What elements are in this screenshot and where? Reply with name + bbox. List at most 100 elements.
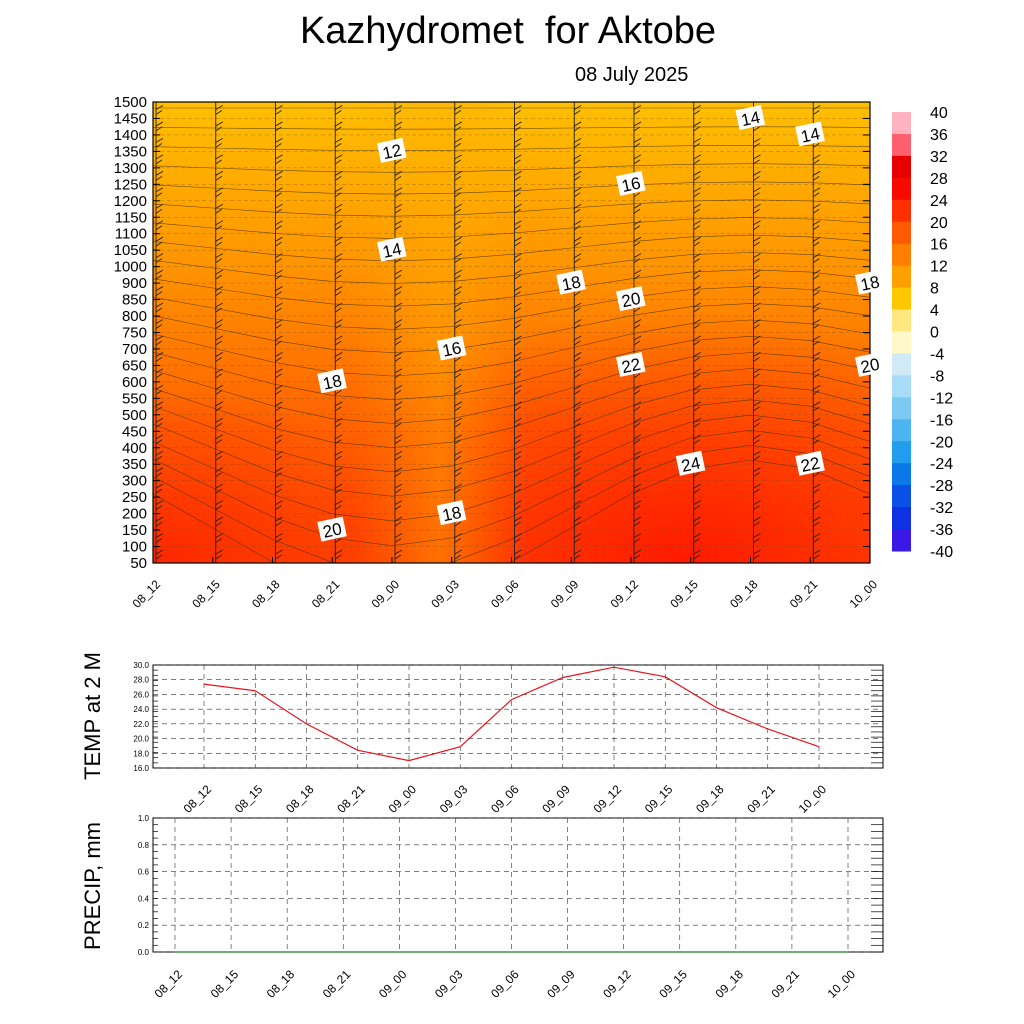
wind-barb-flag — [454, 241, 461, 247]
wind-barb-flag — [514, 241, 521, 247]
wind-barb-flag — [155, 488, 163, 494]
contour-label: 22 — [795, 450, 825, 476]
wind-barb-flag — [693, 417, 701, 423]
y-tick-label: 850 — [122, 292, 147, 309]
wind-barb-flag — [335, 488, 342, 494]
colorbar-segment — [892, 331, 911, 354]
contour-label-bg — [436, 335, 467, 361]
x-tick-label: 09_09 — [544, 967, 578, 1001]
wind-barb-flag — [335, 105, 343, 110]
wind-barb-flag — [215, 483, 223, 489]
x-tick-label: 09_21 — [769, 967, 803, 1001]
wind-barb-flag — [813, 203, 821, 209]
wind-barb-flag — [574, 203, 582, 209]
wind-barb-flag — [514, 274, 521, 280]
wind-barb-flag — [574, 110, 581, 115]
wind-barb-flag — [813, 434, 821, 440]
wind-barb-flag — [873, 336, 880, 340]
x-tick-label: 08_12 — [130, 577, 164, 611]
x-tick-label: 09_12 — [608, 577, 642, 611]
wind-barb-flag — [693, 516, 701, 522]
wind-barb-flag — [633, 236, 642, 242]
wind-barb-flag — [335, 324, 342, 329]
colorbar-label: 4 — [930, 303, 939, 320]
contour-label-bg — [317, 368, 347, 394]
wind-barb-flag — [454, 291, 461, 296]
wind-barb-flag — [454, 467, 462, 473]
x-tick-label: 09_21 — [787, 577, 821, 611]
wind-barb-flag — [873, 451, 880, 455]
wind-barb-flag — [275, 340, 282, 346]
wind-barb-flag — [873, 127, 879, 131]
contour-line — [153, 269, 870, 307]
wind-barb-flag — [275, 241, 282, 247]
wind-barb-flag — [155, 500, 164, 505]
contour-label-bg — [854, 269, 885, 295]
wind-barb-flag — [215, 488, 222, 494]
wind-barb-flag — [394, 307, 402, 313]
wind-barb-flag — [155, 319, 164, 324]
contour-label-text: 18 — [441, 503, 463, 526]
wind-barb-flag — [454, 225, 461, 231]
wind-barb-flag — [753, 401, 761, 407]
x-tick-label: 10_00 — [796, 782, 830, 816]
x-tick-label: 08_15 — [232, 782, 266, 816]
wind-barb-flag — [873, 110, 879, 114]
wind-barb-flag — [275, 302, 283, 308]
wind-barb-flag — [335, 549, 343, 555]
wind-barb-flag — [693, 302, 701, 308]
wind-barb-flag — [155, 110, 163, 115]
wind-barb-flag — [514, 319, 522, 324]
y-axis-label: TEMP at 2 M — [80, 652, 105, 780]
wind-barb-flag — [514, 554, 521, 560]
y-tick-label: 0.8 — [138, 841, 150, 850]
wind-barb-flag — [215, 269, 223, 275]
wind-barb-flag — [514, 434, 522, 440]
wind-barb-flag — [813, 439, 820, 445]
wind-barb-flag — [813, 324, 820, 329]
wind-barb-flag — [335, 422, 342, 428]
y-tick-label: 20.0 — [133, 735, 149, 744]
wind-barb-flag — [394, 192, 402, 198]
x-tick-label: 08_21 — [309, 577, 343, 611]
wind-barb-flag — [693, 319, 701, 324]
colorbar-label: 20 — [930, 215, 948, 232]
colorbar-segment — [892, 485, 911, 508]
contour-label-text: 18 — [321, 371, 343, 394]
wind-barb-flag — [335, 505, 342, 510]
y-tick-label: 26.0 — [133, 690, 149, 699]
wind-barb-flag — [633, 335, 642, 341]
colorbar-label: -40 — [930, 544, 953, 561]
colorbar-label: 24 — [930, 193, 948, 210]
contour-label: 20 — [615, 286, 646, 311]
contour-label-bg — [615, 351, 646, 377]
wind-barb-flag — [394, 110, 402, 115]
wind-barb-flag — [574, 253, 582, 259]
wind-barb-flag — [813, 307, 820, 313]
colorbar-label: 0 — [930, 325, 939, 342]
wind-barb-flag — [215, 159, 222, 165]
wind-barb-flag — [633, 307, 641, 313]
wind-barb-flag — [335, 434, 343, 440]
wind-barb-flag — [215, 175, 222, 181]
wind-barb-flag — [156, 89, 163, 93]
wind-barb-flag — [394, 269, 403, 275]
wind-barb-flag — [633, 373, 641, 379]
contour-label-bg — [376, 137, 407, 163]
wind-barb-flag — [394, 554, 402, 560]
wind-barb-flag — [454, 302, 462, 308]
wind-barb-flag — [275, 417, 283, 423]
wind-barb-flag — [155, 533, 164, 538]
wind-barb-flag — [335, 450, 343, 456]
wind-barb-flag — [574, 434, 582, 440]
wind-barb-flag — [155, 340, 163, 346]
wind-barb-flag — [753, 439, 760, 445]
x-tick-label: 08_15 — [189, 577, 223, 611]
wind-barb-flag — [454, 126, 461, 132]
colorbar-segment — [892, 155, 911, 179]
wind-barb-flag — [454, 472, 461, 478]
wind-barb-flag — [215, 258, 222, 264]
wind-barb-flag — [155, 357, 163, 362]
y-tick-label: 1400 — [114, 127, 147, 144]
wind-barb-flag — [574, 94, 580, 98]
